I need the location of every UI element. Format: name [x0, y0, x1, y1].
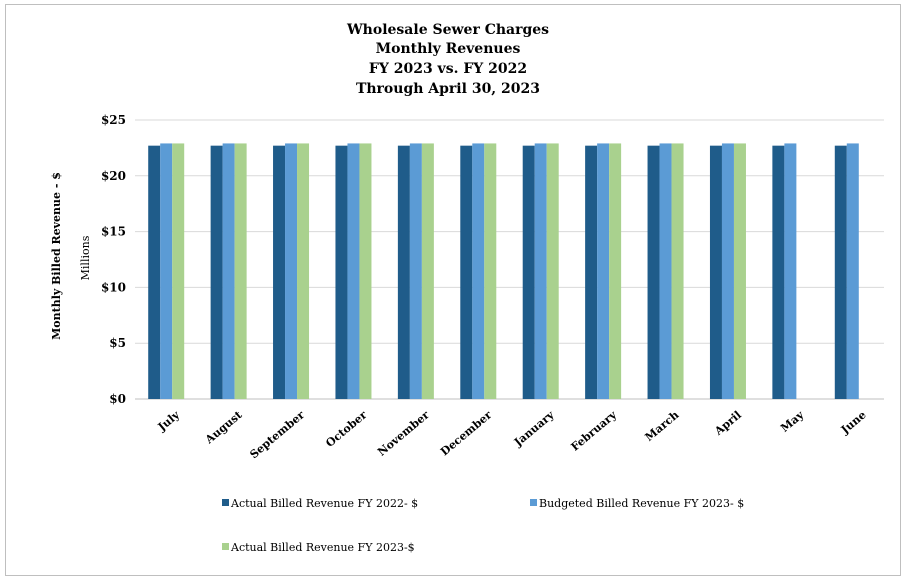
- chart-title-line: FY 2023 vs. FY 2022: [369, 61, 527, 77]
- y-tick-label: $20: [101, 169, 126, 183]
- bar: [721, 143, 734, 399]
- chart-title-line: Wholesale Sewer Charges: [346, 22, 549, 38]
- bar: [222, 143, 235, 399]
- legend-swatch: [222, 499, 229, 506]
- legend-swatch: [530, 499, 537, 506]
- x-tick-label: October: [323, 408, 369, 450]
- bar: [148, 145, 161, 399]
- bar: [546, 143, 559, 399]
- y-axis-ticks: $0 $5 $10 $15 $20 $25: [101, 113, 126, 406]
- legend-label: Actual Billed Revenue FY 2023-$: [230, 541, 415, 554]
- bars: [148, 143, 859, 399]
- chart-title-line: Monthly Revenues: [376, 41, 521, 57]
- x-tick-label: August: [202, 408, 245, 447]
- y-tick-label: $10: [101, 280, 126, 294]
- bar: [359, 143, 372, 399]
- x-tick-label: December: [438, 408, 494, 458]
- bar: [210, 145, 223, 399]
- bar: [733, 143, 746, 399]
- bar: [484, 143, 497, 399]
- bar: [534, 143, 547, 399]
- y-axis-unit: Millions: [79, 235, 92, 280]
- axis-labels: Monthly Billed Revenue - $ Millions: [50, 172, 92, 340]
- bar: [597, 143, 610, 399]
- bar: [234, 143, 247, 399]
- bar: [709, 145, 722, 399]
- legend-label: Actual Billed Revenue FY 2022- $: [230, 497, 418, 510]
- bar: [347, 143, 360, 399]
- x-tick-label: July: [155, 408, 183, 434]
- y-tick-label: $0: [109, 392, 126, 406]
- gridlines: [135, 119, 884, 400]
- y-axis-label: Monthly Billed Revenue - $: [50, 172, 63, 340]
- bar: [647, 145, 660, 399]
- bar: [460, 145, 473, 399]
- bar: [522, 145, 535, 399]
- bar: [335, 145, 348, 399]
- y-tick-label: $5: [109, 336, 126, 350]
- bar: [273, 145, 286, 399]
- bar: [772, 145, 785, 399]
- bar: [285, 143, 298, 399]
- legend: Actual Billed Revenue FY 2022- $ Budgeted…: [222, 497, 744, 554]
- bar: [784, 143, 797, 399]
- bar: [609, 143, 622, 399]
- chart-title: Wholesale Sewer Charges Monthly Revenues F…: [346, 22, 549, 97]
- bar: [834, 145, 847, 399]
- bar: [397, 145, 410, 399]
- bar: [659, 143, 672, 399]
- x-tick-label: April: [711, 408, 743, 438]
- bar: [846, 143, 859, 399]
- legend-label: Budgeted Billed Revenue FY 2023- $: [539, 497, 744, 510]
- x-tick-label: June: [838, 408, 869, 437]
- x-tick-label: May: [778, 408, 807, 435]
- bar: [409, 143, 422, 399]
- y-tick-label: $15: [101, 225, 126, 239]
- x-tick-label: September: [247, 408, 307, 461]
- x-tick-label: November: [375, 408, 432, 459]
- legend-swatch: [222, 543, 229, 550]
- x-tick-label: March: [643, 408, 682, 444]
- chart-title-line: Through April 30, 2023: [356, 81, 540, 97]
- bar: [671, 143, 684, 399]
- bar: [585, 145, 598, 399]
- bar: [297, 143, 310, 399]
- x-tick-label: January: [511, 408, 557, 450]
- x-axis-ticks: July August September October November Decemb…: [155, 408, 869, 462]
- bar: [421, 143, 434, 399]
- bar: [172, 143, 185, 399]
- bar: [472, 143, 485, 399]
- x-tick-label: February: [569, 408, 620, 454]
- bar: [160, 143, 173, 399]
- y-tick-label: $25: [101, 113, 126, 127]
